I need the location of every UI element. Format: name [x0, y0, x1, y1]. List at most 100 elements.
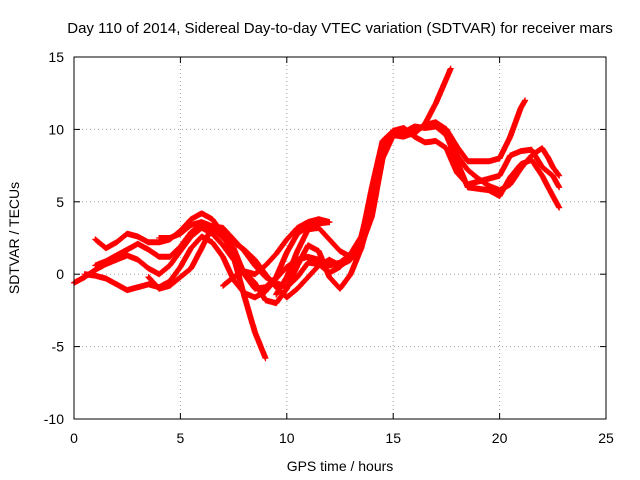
data-point	[179, 276, 181, 278]
x-tick-label: 20	[492, 430, 508, 446]
data-point	[126, 233, 128, 235]
data-point	[243, 295, 245, 297]
data-point	[403, 134, 405, 136]
data-point	[275, 293, 277, 296]
data-point	[445, 78, 447, 80]
data-point	[190, 224, 192, 226]
data-point	[115, 254, 118, 256]
data-point	[328, 221, 330, 223]
data-point	[201, 212, 203, 214]
data-point	[445, 128, 447, 130]
data-point	[147, 276, 150, 278]
chart-title: Day 110 of 2014, Sidereal Day-to-day VTE…	[67, 20, 612, 37]
data-point	[211, 225, 213, 228]
data-point	[201, 235, 203, 238]
data-point	[94, 269, 96, 271]
data-point	[328, 259, 330, 261]
data-point	[424, 141, 426, 144]
data-point	[339, 250, 341, 252]
data-point	[509, 183, 511, 186]
data-point	[275, 286, 277, 288]
data-point	[296, 276, 299, 278]
data-point	[541, 166, 543, 168]
data-point	[190, 218, 192, 220]
data-point	[243, 250, 245, 252]
data-point	[456, 172, 458, 174]
y-tick-label: -10	[44, 411, 64, 427]
data-point	[307, 276, 309, 278]
x-tick-label: 25	[598, 430, 614, 446]
data-point	[275, 302, 277, 304]
data-point	[286, 238, 288, 241]
data-point	[488, 178, 490, 180]
data-point	[222, 233, 224, 235]
y-tick-label: 10	[48, 121, 64, 137]
data-point	[275, 253, 277, 255]
data-point	[190, 267, 192, 270]
data-point	[558, 206, 560, 209]
data-point	[530, 154, 533, 157]
data-point	[371, 186, 373, 188]
data-point	[307, 221, 309, 223]
data-point	[211, 241, 213, 243]
data-point	[520, 167, 522, 170]
data-point	[488, 160, 490, 162]
data-point	[126, 248, 128, 251]
data-point	[264, 276, 267, 278]
data-point	[360, 238, 362, 241]
data-point	[158, 256, 160, 258]
data-point	[339, 288, 341, 290]
data-point	[318, 250, 320, 252]
x-tick-label: 0	[70, 430, 78, 446]
data-point	[524, 99, 526, 102]
data-point	[158, 288, 160, 290]
data-point	[541, 147, 543, 149]
data-point	[456, 154, 458, 157]
data-point	[222, 256, 224, 258]
data-point	[147, 241, 150, 243]
x-tick-label: 5	[177, 430, 185, 446]
data-point	[509, 154, 511, 157]
data-point	[499, 157, 501, 159]
data-point	[558, 186, 560, 188]
data-point	[530, 159, 533, 161]
data-point	[211, 233, 213, 235]
data-point	[547, 157, 550, 159]
data-point	[456, 160, 458, 162]
data-point	[499, 175, 501, 177]
data-point	[137, 259, 139, 261]
data-point	[105, 247, 107, 249]
data-point	[147, 248, 150, 251]
data-point	[233, 238, 235, 241]
data-point	[296, 288, 299, 290]
data-point	[541, 175, 543, 177]
data-point	[381, 140, 384, 142]
x-tick-label: 15	[385, 430, 401, 446]
data-point	[450, 67, 452, 70]
data-point	[307, 244, 309, 246]
data-point	[520, 107, 522, 109]
data-point	[254, 331, 256, 333]
data-point	[254, 264, 256, 267]
data-point	[264, 290, 267, 293]
data-point	[137, 235, 139, 238]
data-point	[477, 178, 479, 180]
data-point	[254, 259, 256, 261]
data-point	[296, 264, 299, 267]
data-point	[392, 130, 394, 132]
data-point	[307, 228, 309, 230]
data-point	[254, 273, 256, 275]
x-tick-label: 10	[279, 430, 295, 446]
data-point	[105, 277, 107, 280]
data-point	[286, 276, 288, 278]
data-point	[190, 231, 192, 233]
data-point	[488, 185, 490, 187]
data-point	[509, 136, 511, 138]
series-track-9	[411, 120, 563, 194]
data-point	[286, 296, 288, 298]
data-point	[211, 218, 213, 220]
series-track-6	[156, 219, 333, 292]
data-point	[222, 227, 224, 229]
